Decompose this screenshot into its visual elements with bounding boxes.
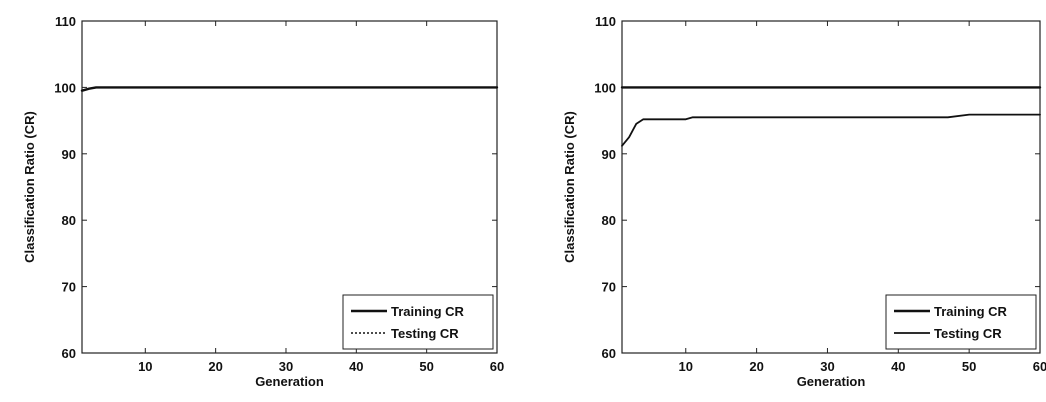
x-tick-label: 50 xyxy=(419,359,433,374)
plot-frame xyxy=(81,20,498,354)
legend-label: Testing CR xyxy=(934,326,1002,341)
plot-frame xyxy=(621,20,1041,354)
y-axis-label: Classification Ratio (CR) xyxy=(22,111,37,263)
y-tick-label: 60 xyxy=(602,346,616,361)
x-tick-label: 10 xyxy=(138,359,152,374)
x-axis-label: Generation xyxy=(797,374,866,389)
x-axis-label: Generation xyxy=(255,374,324,389)
x-tick-label: 20 xyxy=(749,359,763,374)
legend-box xyxy=(885,294,1037,350)
legend-box xyxy=(342,294,494,350)
legend: Training CR Testing CR xyxy=(342,294,494,350)
x-tick-label: 60 xyxy=(490,359,504,374)
x-tick-label: 20 xyxy=(208,359,222,374)
chart-panel-1: 60 70 80 90 100 110 10 20 30 40 50 60 Generation Clas… xyxy=(22,14,504,389)
x-tick-label: 60 xyxy=(1033,359,1046,374)
legend: Training CR Testing CR xyxy=(885,294,1037,350)
series-line-2 xyxy=(621,113,1041,147)
chart-panel-2: 60 70 80 90 100 110 10 20 30 40 50 60 Generation Clas… xyxy=(562,14,1046,389)
x-tick-label: 40 xyxy=(349,359,363,374)
y-tick-label: 70 xyxy=(62,280,76,295)
y-tick-label: 100 xyxy=(54,80,76,95)
y-axis-label: Classification Ratio (CR) xyxy=(562,111,577,263)
x-tick-label: 30 xyxy=(279,359,293,374)
y-tick-label: 90 xyxy=(602,147,616,162)
legend-label: Training CR xyxy=(391,304,465,319)
legend-label: Training CR xyxy=(934,304,1008,319)
y-tick-label: 110 xyxy=(595,14,616,29)
legend-label: Testing CR xyxy=(391,326,459,341)
y-tick-label: 70 xyxy=(602,280,616,295)
x-tick-label: 50 xyxy=(962,359,976,374)
x-tick-label: 10 xyxy=(679,359,693,374)
y-tick-label: 80 xyxy=(62,213,76,228)
series-line-2 xyxy=(81,86,498,92)
x-tick-label: 40 xyxy=(891,359,905,374)
y-tick-label: 100 xyxy=(594,80,616,95)
y-tick-label: 60 xyxy=(62,346,76,361)
x-tick-label: 30 xyxy=(820,359,834,374)
y-tick-label: 80 xyxy=(602,213,616,228)
y-tick-label: 90 xyxy=(62,147,76,162)
y-tick-label: 110 xyxy=(55,14,76,29)
